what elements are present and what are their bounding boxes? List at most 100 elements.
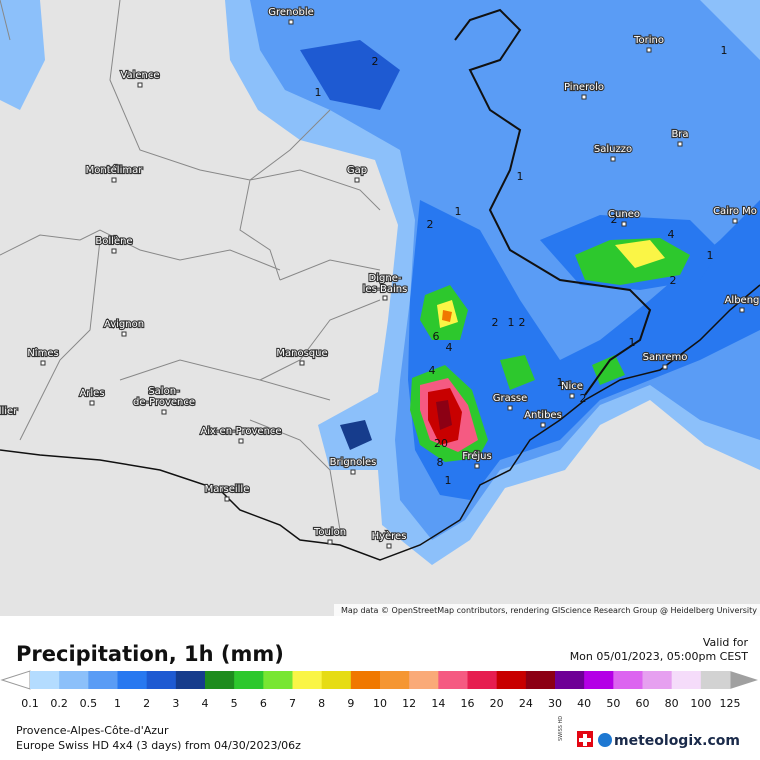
colorbar-label: 7: [289, 697, 296, 710]
colorbar-label: 100: [690, 697, 711, 710]
contour-label: 2: [580, 392, 587, 405]
city-name: Montélimar: [86, 164, 144, 176]
city-dot: [299, 360, 305, 366]
colorbar-cell: [175, 671, 206, 689]
colorbar-label: 14: [431, 697, 445, 710]
city-dot: [354, 177, 360, 183]
city-dot: [646, 47, 652, 53]
brand[interactable]: meteologix.com: [614, 733, 740, 749]
city-name: Bollène: [95, 235, 132, 247]
colorbar-cell: [117, 671, 148, 689]
contour-label: 2: [372, 55, 379, 68]
city-dot: [569, 393, 575, 399]
city-name: Cairo Mo: [713, 206, 757, 217]
contour-label: 4: [668, 228, 675, 241]
city-name: Marseille: [205, 484, 250, 495]
colorbar-label: 1: [114, 697, 121, 710]
colorbar-label: 9: [347, 697, 354, 710]
city-dot: [507, 405, 513, 411]
colorbar-label: 12: [402, 697, 416, 710]
city-dot: [121, 331, 127, 337]
precipitation: [0, 0, 760, 565]
valid-time: Mon 05/01/2023, 05:00pm CEST: [570, 650, 749, 663]
city-dot: [161, 409, 167, 415]
city-name: de-Provence: [133, 397, 195, 408]
contour-label: 1: [517, 170, 524, 183]
colorbar-label: 16: [461, 697, 475, 710]
colorbar-cell: [584, 671, 614, 689]
city-name: Bra: [671, 129, 688, 140]
colorbar-label: 0.5: [80, 697, 98, 710]
colorbar-label: 2: [143, 697, 150, 710]
contour-label: 2: [519, 316, 526, 329]
contour-label: 2: [611, 213, 618, 226]
valid-label: Valid for: [703, 636, 749, 649]
contour-label: 1: [455, 205, 462, 218]
region: Provence-Alpes-Côte-d'Azur: [16, 724, 169, 737]
city-dot: [382, 295, 388, 301]
city-dot: [474, 463, 480, 469]
city-name: Torino: [633, 35, 664, 46]
city-name: Salon-: [148, 386, 180, 397]
colorbar-label: 30: [548, 697, 562, 710]
contour-label: 1: [629, 336, 636, 349]
colorbar-label: 8: [318, 697, 325, 710]
city-dot: [739, 307, 745, 313]
city-dot: [610, 156, 616, 162]
borders: [0, 0, 760, 561]
city-dot: [621, 221, 627, 227]
colorbar-label: 0.2: [50, 697, 68, 710]
colorbar-label: 125: [720, 697, 741, 710]
colorbar-label: 4: [202, 697, 209, 710]
city-name: Digne-: [369, 273, 402, 284]
colorbar-cell: [496, 671, 527, 689]
city-name: Fréjus: [462, 450, 491, 462]
city-dot: [137, 82, 143, 88]
colorbar-cell: [88, 671, 118, 689]
colorbar-cell: [700, 671, 731, 689]
city-dot: [677, 141, 683, 147]
colorbar-cell: [146, 671, 177, 689]
city-name: les-Bains: [363, 284, 408, 295]
city-name: Manosque: [276, 348, 327, 359]
badge: SWISS HD: [558, 716, 564, 741]
colorbar-label: 20: [490, 697, 504, 710]
colorbar-cell: [292, 671, 323, 689]
city-dot: [327, 539, 333, 545]
city-name: Arles: [79, 388, 104, 399]
city-name: Pinerolo: [564, 82, 604, 93]
colorbar: 0.1 0.2 0.5 1 2 3 4 5 6 7 8 9 10 12 14 16 20 24 30 40 50 60 80…: [0, 670, 758, 710]
city-name: Gap: [347, 165, 367, 176]
colorbar-cell: [642, 671, 673, 689]
colorbar-cell: [205, 671, 235, 689]
city-name: Toulon: [313, 527, 346, 538]
city-dot: [540, 422, 546, 428]
colorbar-cell: [350, 671, 381, 689]
city-dot: [111, 177, 117, 183]
city-name: Grasse: [493, 393, 528, 404]
city-name: Aix-en-Provence: [200, 426, 281, 437]
legend-title: Precipitation, 1h (mm): [16, 642, 284, 666]
colorbar-cell: [263, 671, 293, 689]
colorbar-label: 24: [519, 697, 533, 710]
model: Europe Swiss HD 4x4 (3 days) from 04/30/…: [16, 739, 301, 752]
colorbar-label: 60: [636, 697, 650, 710]
city-dot: [238, 438, 244, 444]
city-name: Brignoles: [330, 457, 377, 468]
contour-label: 2: [492, 316, 499, 329]
city-dot: [662, 364, 668, 370]
colorbar-label: 40: [577, 697, 591, 710]
colorbar-cell: [467, 671, 498, 689]
city-name: Grenoble: [268, 7, 314, 18]
contour-label: 1: [315, 86, 322, 99]
city-name: Avignon: [104, 319, 144, 330]
city-name: Albeng: [725, 295, 760, 306]
contour-label: 4: [429, 364, 436, 377]
contour-label: 1: [707, 249, 714, 262]
city-name: Hyères: [372, 530, 407, 542]
contour-label: 2: [427, 218, 434, 231]
city-dot: [581, 94, 587, 100]
colorbar-cell: [30, 671, 60, 689]
